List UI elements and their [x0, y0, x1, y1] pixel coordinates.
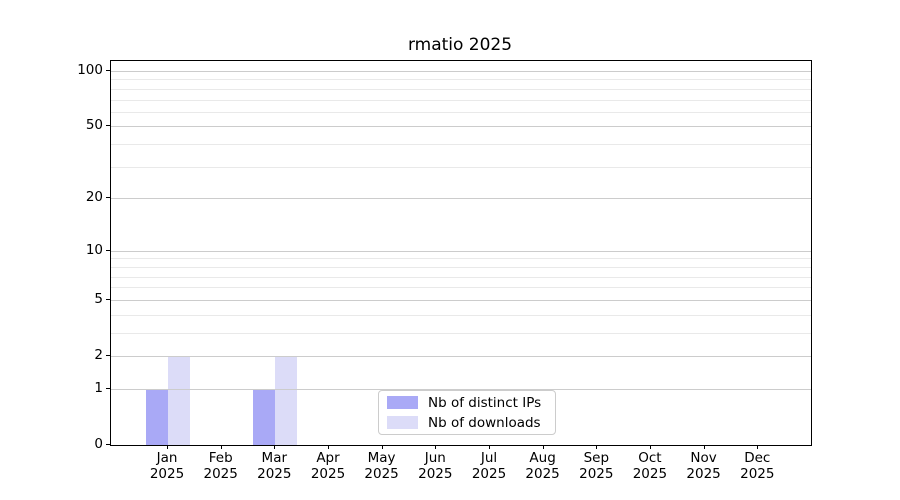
- plot-area: [110, 60, 812, 446]
- x-tick-label: Jan 2025: [137, 450, 197, 482]
- x-axis-tick: [435, 445, 437, 449]
- y-axis-tick: [106, 249, 110, 251]
- x-tick-month: Feb: [208, 450, 233, 466]
- x-tick-month: Dec: [744, 450, 771, 466]
- x-axis-tick: [328, 445, 329, 449]
- x-tick-label: Feb 2025: [191, 450, 251, 482]
- y-tick-label: 1: [94, 379, 103, 396]
- gridline-major: [111, 71, 811, 72]
- y-axis-tick: [106, 125, 110, 127]
- gridline-major: [111, 126, 811, 128]
- gridline-minor: [111, 144, 811, 146]
- x-tick-year: 2025: [525, 466, 560, 482]
- x-tick-label: Dec 2025: [727, 450, 787, 482]
- x-tick-label: Apr 2025: [298, 450, 358, 482]
- gridline-minor: [111, 266, 811, 268]
- bar-distinct-ips: [253, 388, 276, 445]
- y-tick-label: 2: [94, 347, 103, 363]
- gridline-minor: [111, 276, 811, 278]
- x-axis-tick: [649, 445, 651, 449]
- legend-item: Nb of distinct IPs: [387, 395, 555, 411]
- legend: Nb of distinct IPs Nb of downloads: [378, 390, 556, 435]
- x-tick-label: Mar 2025: [244, 450, 304, 482]
- x-tick-year: 2025: [364, 466, 399, 482]
- legend-label: Nb of downloads: [428, 414, 541, 431]
- legend-swatch-downloads: [387, 416, 418, 429]
- y-axis-tick: [106, 298, 110, 300]
- x-tick-year: 2025: [149, 466, 185, 482]
- x-axis-tick: [274, 445, 276, 449]
- gridline-major: [111, 356, 811, 357]
- y-tick-label: 100: [77, 62, 103, 78]
- x-axis-tick: [167, 445, 168, 449]
- legend-item: Nb of downloads: [387, 415, 555, 431]
- x-tick-month: Nov: [690, 450, 717, 466]
- x-tick-year: 2025: [579, 466, 614, 482]
- gridline-minor: [111, 79, 811, 81]
- gridline-minor: [111, 88, 811, 90]
- gridline-major: [111, 198, 811, 200]
- x-axis-tick: [381, 445, 383, 449]
- chart-title: rmatio 2025: [407, 35, 513, 55]
- gridline-major: [111, 299, 811, 301]
- y-axis-tick: [106, 70, 110, 71]
- x-tick-label: Aug 2025: [513, 450, 573, 482]
- x-axis-tick: [220, 445, 222, 449]
- x-tick-year: 2025: [418, 466, 453, 482]
- x-tick-month: May: [367, 450, 396, 466]
- gridline-minor: [111, 111, 811, 113]
- gridline-minor: [111, 314, 811, 316]
- y-tick-label: 50: [85, 117, 103, 134]
- x-tick-year: 2025: [740, 466, 775, 482]
- x-axis-tick: [757, 445, 759, 449]
- x-tick-month: Apr: [316, 450, 340, 466]
- x-tick-month: Oct: [638, 450, 662, 466]
- x-tick-label: Sep 2025: [566, 450, 626, 482]
- x-tick-label: Jul 2025: [459, 450, 519, 482]
- x-tick-year: 2025: [310, 466, 346, 482]
- x-axis-tick: [542, 445, 544, 449]
- gridline-major: [111, 388, 811, 390]
- y-axis-tick: [106, 197, 110, 199]
- x-tick-year: 2025: [203, 466, 238, 482]
- x-tick-month: Aug: [529, 450, 556, 466]
- x-tick-label: Jun 2025: [405, 450, 465, 482]
- x-tick-month: Mar: [261, 450, 288, 466]
- y-tick-label: 5: [94, 290, 103, 307]
- y-tick-label: 10: [85, 241, 103, 258]
- y-tick-label: 20: [85, 189, 103, 206]
- x-tick-month: Jun: [424, 450, 446, 466]
- gridline-minor: [111, 258, 811, 260]
- gridline-minor: [111, 166, 811, 168]
- y-axis-tick: [106, 387, 110, 389]
- x-axis-tick: [489, 445, 490, 449]
- x-axis-tick: [596, 445, 598, 449]
- x-tick-year: 2025: [257, 466, 292, 482]
- y-axis-tick: [106, 355, 110, 356]
- x-tick-label: Nov 2025: [674, 450, 734, 482]
- gridline-major: [111, 250, 811, 252]
- x-tick-month: Jul: [480, 450, 498, 466]
- x-axis-tick: [703, 445, 705, 449]
- y-tick-label: 0: [94, 436, 103, 452]
- bar-distinct-ips: [146, 388, 168, 445]
- x-tick-label: May 2025: [352, 450, 412, 482]
- y-axis-tick: [106, 444, 110, 445]
- legend-swatch-distinct-ips: [387, 396, 418, 409]
- gridline-minor: [111, 287, 811, 289]
- x-tick-month: Sep: [583, 450, 610, 466]
- bar-downloads: [168, 356, 190, 445]
- x-tick-year: 2025: [471, 466, 507, 482]
- bar-downloads: [275, 356, 298, 445]
- x-tick-month: Jan: [156, 450, 178, 466]
- legend-label: Nb of distinct IPs: [428, 394, 542, 411]
- x-tick-year: 2025: [686, 466, 721, 482]
- gridline-minor: [111, 332, 811, 334]
- x-tick-year: 2025: [632, 466, 668, 482]
- gridline-minor: [111, 99, 811, 101]
- x-tick-label: Oct 2025: [620, 450, 680, 482]
